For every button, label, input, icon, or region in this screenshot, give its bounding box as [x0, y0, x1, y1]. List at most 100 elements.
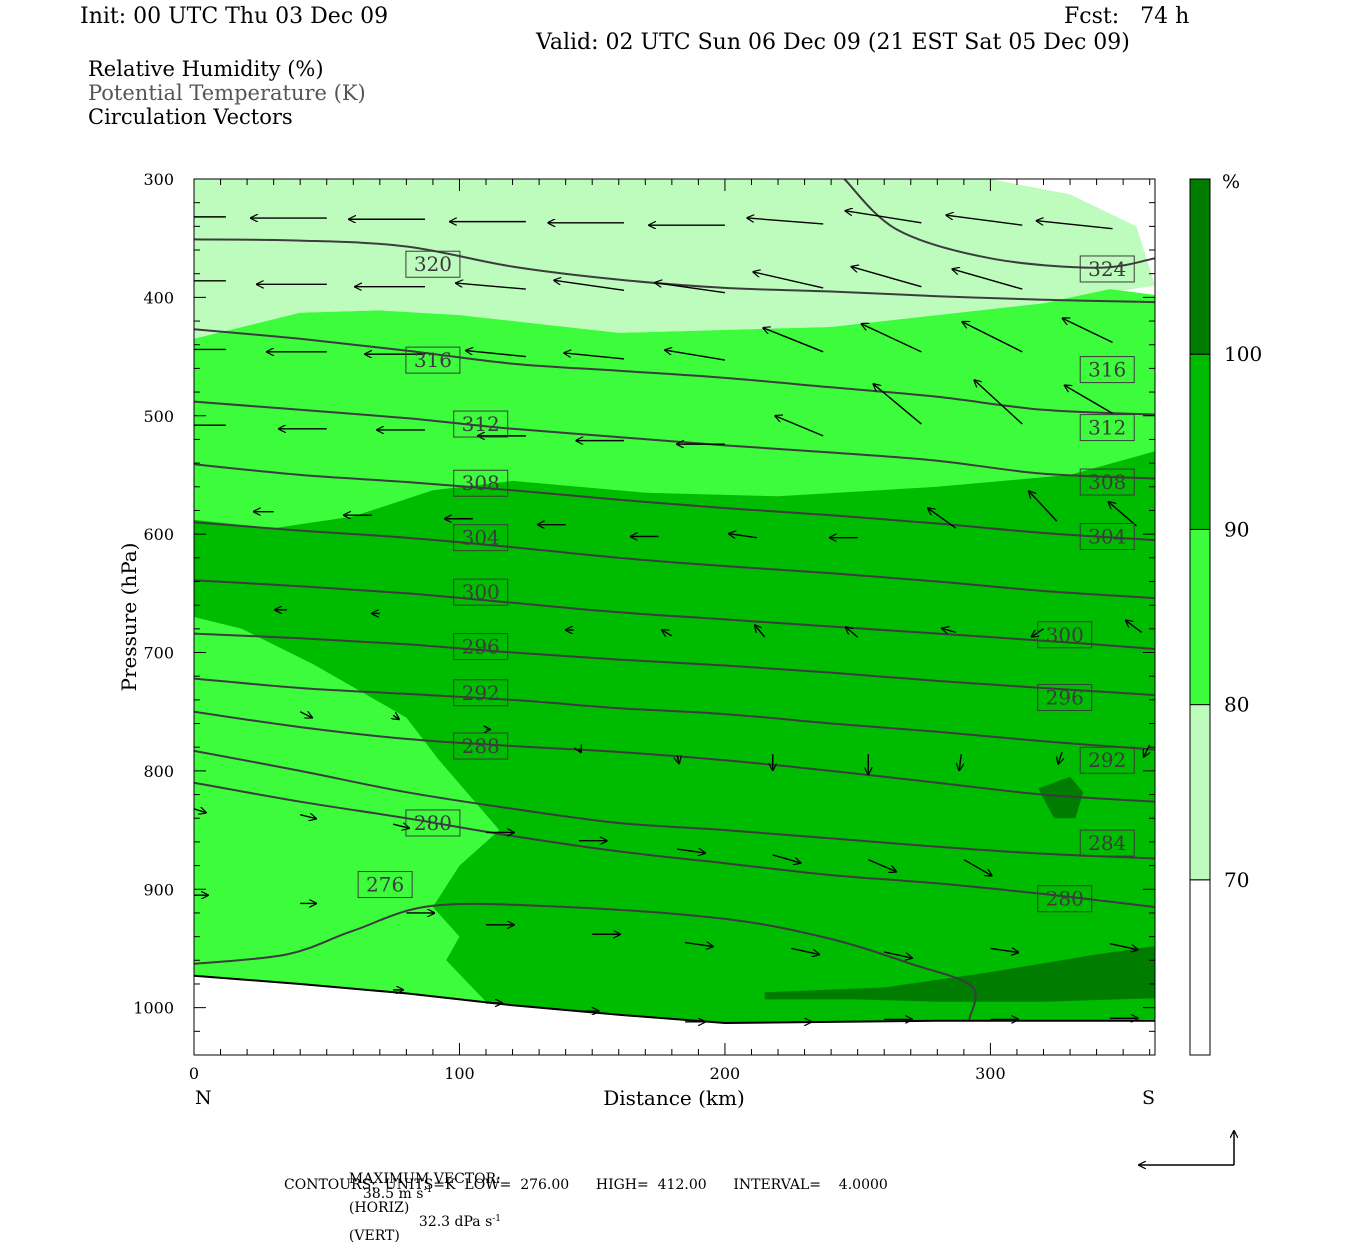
vector-35: [775, 416, 824, 437]
vector-13: [456, 283, 526, 290]
vector-14: [554, 280, 625, 291]
vector-17: [851, 267, 922, 288]
contour-label-box-288-0: [453, 732, 509, 760]
max-vert-tag: (VERT): [348, 1228, 400, 1244]
contour-label-316-0: 316: [414, 348, 452, 372]
max-vert-exponent: -1: [492, 1213, 502, 1224]
x-axis-title: Distance (km): [603, 1086, 745, 1110]
x-tick-label-100: 100: [444, 1064, 475, 1083]
theta-contour-284: [194, 749, 1155, 860]
vector-53: [755, 625, 766, 638]
vector-9: [1037, 221, 1113, 230]
cross-section-chart: 320 324 316 316 312 312 308 308 304 304 300 300 296 2…: [117, 170, 1262, 1200]
vector-59: [393, 715, 399, 719]
vector-19: [1063, 318, 1113, 343]
max-vert-value: 32.3 dPa s: [418, 1214, 493, 1231]
contour-label-box-300-0: [453, 578, 509, 606]
vector-44: [729, 534, 757, 538]
contour-label-312-1: 312: [1088, 416, 1126, 440]
y-tick-label-1000: 1000: [133, 999, 174, 1018]
terrain-layer: [194, 974, 1155, 1055]
contour-label-box-304-0: [453, 524, 509, 552]
contour-label-324-0: 324: [1088, 257, 1126, 281]
contour-label-308-0: 308: [462, 471, 500, 495]
contour-label-288-0: 288: [462, 734, 500, 758]
vector-70: [392, 824, 409, 828]
vector-25: [665, 350, 726, 361]
theta-contour-292: [194, 677, 1155, 751]
x-tick-label-300: 300: [975, 1064, 1006, 1083]
theta-contour-316: [194, 328, 1155, 416]
contour-label-box-276-0: [357, 871, 413, 899]
contour-label-box-304-1: [1079, 523, 1135, 551]
contour-label-box-296-0: [453, 633, 509, 661]
theta-contour-288: [194, 710, 1155, 803]
contour-label-300-1: 300: [1046, 623, 1084, 647]
vector-47: [1029, 491, 1058, 522]
vector-16: [753, 272, 824, 289]
y-tick-label-800: 800: [143, 762, 174, 781]
colorbar-label-70: 70: [1224, 868, 1249, 892]
colorbar-segment-1: [1189, 704, 1211, 881]
colorbar-segment-4: [1189, 178, 1211, 355]
contour-label-box-312-0: [453, 410, 509, 438]
vector-46: [928, 508, 957, 529]
vector-73: [677, 849, 705, 853]
init-time: Init: 00 UTC Thu 03 Dec 09: [80, 4, 389, 29]
vector-83: [791, 947, 819, 954]
rh-region-100-4: [1038, 776, 1084, 819]
y-tick-label-300: 300: [143, 170, 174, 189]
theta-contour-layer: [194, 179, 1155, 1020]
vector-82: [685, 943, 713, 947]
vector-18: [952, 269, 1023, 290]
vector-69: [300, 815, 316, 819]
x-tick-label-0: 0: [189, 1064, 199, 1083]
theta-contour-324: [843, 179, 1155, 269]
vector-38: [1065, 385, 1113, 414]
contour-label-296-1: 296: [1046, 685, 1084, 709]
y-tick-label-700: 700: [143, 644, 174, 663]
theta-contour-304: [194, 521, 1155, 600]
contour-label-box-308-0: [453, 469, 509, 497]
vector-28: [962, 322, 1023, 353]
vector-27: [861, 324, 922, 353]
rh-fill-layer: [194, 179, 1155, 1023]
y-tick-label-500: 500: [143, 407, 174, 426]
theta-contour-296: [194, 632, 1155, 697]
vector-48: [1108, 502, 1137, 527]
contour-label-box-280-0: [405, 809, 461, 837]
contour-label-box-320-0: [405, 250, 461, 278]
vector-6: [747, 218, 824, 225]
legend-theta: Potential Temperature (K): [88, 81, 366, 105]
colorbar-segment-2: [1189, 528, 1211, 706]
theta-contour-320: [194, 238, 1155, 304]
contour-label-316-1: 316: [1088, 358, 1126, 382]
contour-label-280-1: 280: [1046, 887, 1084, 911]
vector-66: [1058, 751, 1062, 764]
contour-label-box-296-1: [1037, 683, 1093, 711]
colorbar-label-100: 100: [1224, 342, 1262, 366]
vector-75: [868, 859, 896, 872]
max-horiz-exponent: -1: [423, 1185, 433, 1195]
reference-vector: [1139, 1131, 1234, 1165]
contour-info: CONTOURS: UNITS=K LOW= 276.00 HIGH= 412.…: [284, 1177, 888, 1193]
x-end-label-north: N: [195, 1087, 212, 1109]
theta-contour-300: [194, 579, 1155, 650]
vector-8: [946, 215, 1023, 226]
terrain-line: [194, 974, 1155, 1025]
vector-61: [579, 748, 581, 752]
contour-label-box-308-1: [1079, 468, 1135, 496]
contour-label-box-284-0: [1079, 829, 1135, 857]
max-horiz-value: 38.5 m s: [362, 1185, 424, 1202]
contour-label-layer: 320 324 316 316 312 312 308 308 304 304 300 300 296 2…: [357, 250, 1135, 913]
contour-label-308-1: 308: [1088, 470, 1126, 494]
theta-contour-276: [194, 902, 977, 1020]
y-tick-label-900: 900: [143, 880, 174, 899]
vector-37: [974, 380, 1023, 425]
y-axis-title: Pressure (hPa): [117, 543, 141, 692]
max-vector-line: MAXIMUM VECTOR: 38.5 m s-1 (HORIZ) 32.3 …: [340, 1158, 501, 1243]
contour-label-292-1: 292: [1088, 748, 1126, 772]
vector-67: [1144, 744, 1150, 757]
forecast-hour: Fcst: 74 h: [1064, 4, 1190, 29]
vector-24: [564, 353, 625, 360]
